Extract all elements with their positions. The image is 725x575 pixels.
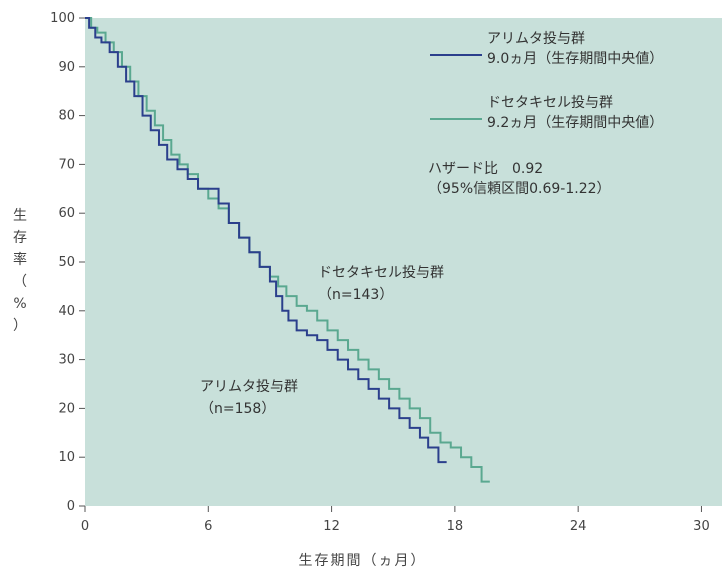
legend-label-docetaxel: ドセタキセル投与群 — [487, 95, 613, 111]
y-axis-label-char: 存 — [13, 230, 27, 246]
x-tick-label: 0 — [81, 519, 89, 534]
plot-background — [85, 18, 722, 506]
hazard-ratio: ハザード比 0.92 — [428, 161, 544, 177]
x-tick-label: 30 — [693, 519, 710, 534]
x-tick-label: 12 — [323, 519, 340, 534]
y-tick-label: 80 — [58, 109, 75, 124]
y-tick-label: 10 — [58, 450, 75, 465]
axis-ticks: 0 10 20 30 40 50 60 70 80 90 100 0 6 12 18 24 30 — [50, 11, 710, 534]
legend-median-docetaxel: 9.2ヵ月（生存期間中央値） — [487, 115, 664, 131]
legend-median-alimta: 9.0ヵ月（生存期間中央値） — [487, 51, 664, 67]
legend-label-alimta: アリムタ投与群 — [487, 31, 585, 47]
y-tick-label: 50 — [58, 255, 75, 270]
y-tick-label: 20 — [58, 401, 75, 416]
y-tick-label: 100 — [50, 11, 75, 26]
series-line-alimta — [85, 17, 447, 464]
y-axis-label-char: （ — [13, 274, 27, 290]
x-tick-label: 18 — [447, 519, 464, 534]
y-axis-label-char: 生 — [13, 208, 27, 224]
y-axis-label-char: % — [13, 296, 27, 312]
y-tick-label: 30 — [58, 353, 75, 368]
series-lines — [85, 17, 490, 483]
legend: アリムタ投与群 9.0ヵ月（生存期間中央値） ドセタキセル投与群 9.2ヵ月（生… — [430, 30, 720, 150]
annotation-alimta-n: （n=158） — [200, 401, 276, 417]
x-tick-label: 24 — [570, 519, 587, 534]
x-tick-label: 6 — [204, 519, 212, 534]
legend-swatch-alimta — [430, 54, 482, 56]
annotation-docetaxel: ドセタキセル投与群 — [318, 265, 444, 281]
y-tick-label: 70 — [58, 157, 75, 172]
y-tick-label: 0 — [67, 499, 75, 514]
annotation-alimta: アリムタ投与群 — [200, 379, 298, 395]
y-axis-label-char: ） — [13, 318, 27, 334]
x-axis-label: 生存期間（ヵ月） — [298, 553, 427, 569]
legend-swatch-docetaxel — [430, 118, 482, 120]
y-tick-label: 40 — [58, 304, 75, 319]
y-axis-label-char: 率 — [13, 252, 27, 268]
y-axis-label: 生存率 （% ） — [12, 205, 28, 337]
y-tick-label: 60 — [58, 206, 75, 221]
y-tick-label: 90 — [58, 60, 75, 75]
annotation-docetaxel-n: （n=143） — [318, 287, 394, 303]
hazard-ci: （95%信頼区間0.69-1.22） — [428, 181, 611, 197]
